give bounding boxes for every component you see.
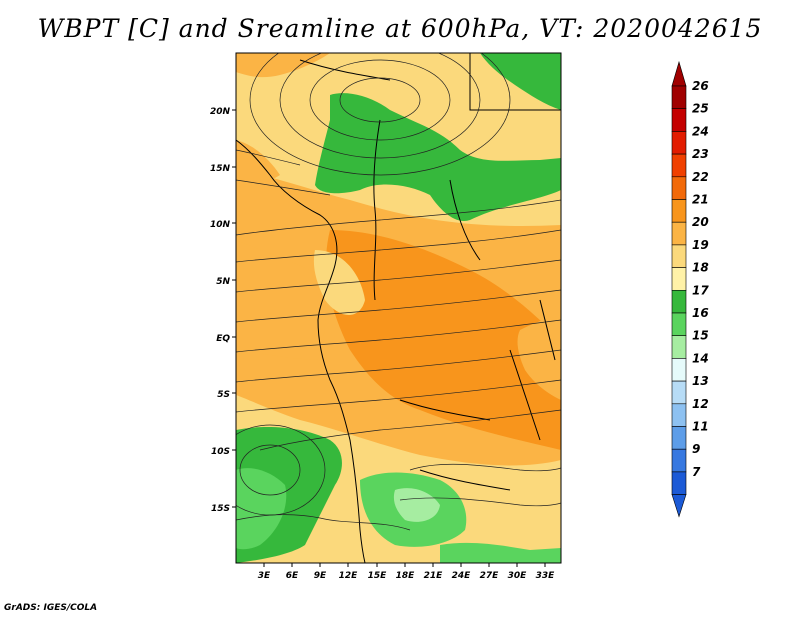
grads-credit: GrADS: IGES/COLA — [4, 603, 98, 613]
lon-ticks — [263, 563, 546, 567]
lat-label: 15N — [210, 164, 231, 174]
legend-swatch — [671, 312, 687, 337]
legend-swatch — [671, 335, 687, 359]
longitude-axis: 3E 6E 9E 12E 15E 18E 21E 24E 27E 30E 33E — [258, 571, 555, 581]
lon-label: 21E — [424, 571, 444, 581]
legend-label: 16 — [692, 306, 709, 320]
wbpt-shading — [236, 53, 561, 563]
lon-label: 6E — [286, 571, 299, 581]
legend-label: 11 — [692, 420, 709, 434]
legend-arrow-top — [671, 60, 687, 87]
streamlines — [236, 53, 561, 531]
lon-label: 9E — [314, 571, 327, 581]
legend-swatch — [671, 108, 687, 132]
map-frame — [235, 52, 562, 564]
legend-swatch — [671, 267, 687, 291]
legend-swatch — [671, 244, 687, 268]
legend-label: 22 — [692, 170, 709, 184]
legend-label: 12 — [692, 397, 709, 411]
legend-label: 26 — [692, 79, 709, 93]
lon-label: 3E — [258, 571, 271, 581]
legend-swatch — [671, 176, 687, 200]
legend-swatch — [671, 153, 687, 178]
legend-swatch — [671, 221, 687, 246]
legend-label: 14 — [692, 351, 709, 365]
lat-label: 5S — [217, 390, 230, 400]
legend-swatch — [671, 199, 687, 223]
lat-label: 20N — [210, 107, 231, 117]
legend-swatch — [671, 289, 687, 314]
legend-label: 15 — [692, 329, 709, 343]
lon-label: 24E — [452, 571, 472, 581]
legend-swatch — [671, 131, 687, 155]
chart-title: WBPT [C] and Sreamline at 600hPa, VT: 20… — [37, 14, 763, 43]
lon-label: 33E — [536, 571, 556, 581]
legend-swatch — [671, 403, 687, 427]
legend-label: 23 — [692, 147, 709, 161]
legend-label: 17 — [692, 283, 709, 297]
latitude-axis: 20N 15N 10N 5N EQ 5S 10S 15S — [210, 107, 231, 514]
legend-label: 13 — [692, 374, 709, 388]
lat-label: EQ — [216, 334, 230, 344]
legend-swatch — [671, 471, 687, 495]
lon-label: 18E — [396, 571, 416, 581]
lat-ticks — [232, 109, 236, 508]
legend-swatch — [671, 358, 687, 382]
color-legend: 26 25 24 23 22 21 20 19 18 17 16 15 14 13 12 11 9 7 — [671, 60, 709, 518]
lat-label: 5N — [216, 277, 230, 287]
legend-label: 7 — [692, 465, 701, 479]
legend-label: 24 — [692, 124, 709, 138]
legend-swatch — [671, 380, 687, 405]
legend-arrow-bottom — [671, 494, 687, 518]
legend-label: 21 — [692, 193, 709, 207]
lon-label: 12E — [339, 571, 359, 581]
legend-label: 9 — [692, 442, 700, 456]
legend-swatch — [671, 426, 687, 450]
lon-label: 15E — [368, 571, 388, 581]
legend-label: 19 — [692, 238, 709, 252]
lon-label: 27E — [480, 571, 500, 581]
lat-label: 10N — [210, 220, 231, 230]
lat-label: 10S — [211, 447, 230, 457]
boundaries — [236, 53, 561, 563]
legend-swatch — [671, 448, 687, 473]
legend-swatch — [671, 85, 687, 110]
legend-label: 20 — [692, 215, 709, 229]
legend-label: 18 — [692, 261, 709, 275]
legend-label: 25 — [692, 102, 709, 116]
lon-label: 30E — [508, 571, 528, 581]
lat-label: 15S — [211, 504, 230, 514]
